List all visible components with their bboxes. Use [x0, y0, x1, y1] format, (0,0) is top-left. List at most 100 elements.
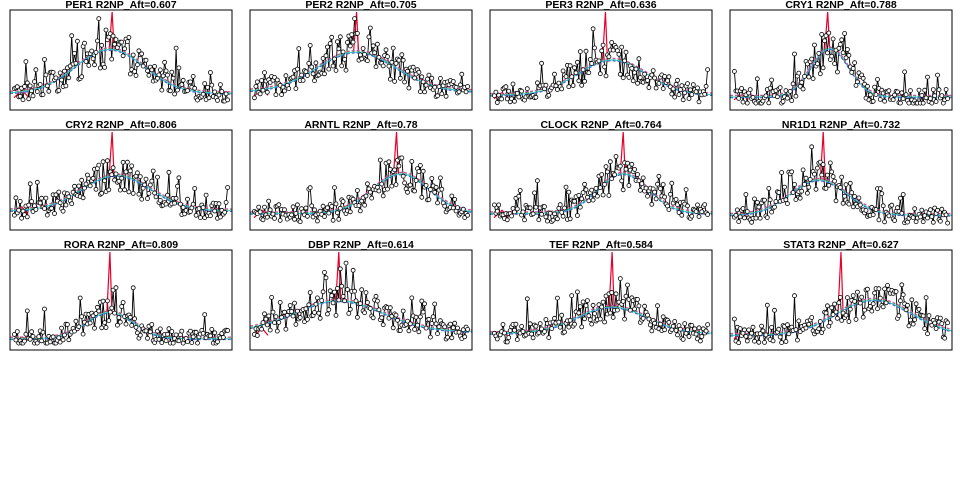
data-point — [620, 298, 626, 304]
data-point — [380, 322, 386, 328]
data-point — [203, 192, 209, 198]
data-point — [140, 63, 146, 69]
data-point — [925, 74, 930, 80]
data-point — [849, 70, 855, 75]
highlight-trace — [352, 11, 360, 53]
data-point — [504, 217, 510, 223]
data-point — [793, 197, 799, 203]
data-point — [840, 50, 846, 56]
data-point — [102, 320, 107, 326]
data-point — [510, 81, 516, 87]
data-point — [336, 216, 342, 222]
data-point — [445, 334, 450, 340]
data-point — [823, 185, 829, 191]
data-point — [129, 163, 135, 169]
data-point — [779, 340, 784, 346]
data-point — [922, 326, 928, 332]
data-point — [366, 34, 372, 40]
data-point — [673, 196, 679, 202]
data-point — [943, 212, 949, 218]
plot-area — [730, 251, 952, 346]
data-point — [857, 202, 863, 208]
data-point — [393, 182, 399, 188]
data-point — [829, 305, 835, 311]
panel-frame — [249, 129, 473, 231]
data-point — [96, 16, 102, 22]
data-point — [416, 169, 422, 174]
data-point — [799, 188, 805, 194]
data-point — [845, 47, 850, 52]
data-point — [833, 309, 839, 315]
data-point — [360, 46, 366, 51]
data-point — [59, 325, 64, 331]
data-point — [895, 89, 900, 95]
data-point — [796, 70, 802, 76]
data-point — [680, 336, 686, 342]
data-point — [405, 318, 410, 324]
data-point — [207, 333, 213, 339]
data-point — [176, 175, 182, 181]
data-point — [342, 298, 348, 304]
data-point — [79, 177, 85, 183]
data-point — [306, 61, 312, 66]
data-point — [769, 209, 774, 215]
data-point — [42, 206, 47, 211]
data-point — [892, 218, 897, 223]
data-point — [928, 207, 933, 213]
data-point — [676, 210, 682, 215]
data-point — [815, 61, 820, 67]
data-point — [120, 300, 126, 305]
panel-title: DBP R2NP_Aft=0.614 — [308, 239, 414, 251]
data-point — [362, 202, 368, 208]
data-point — [777, 85, 783, 90]
data-point — [453, 84, 459, 90]
data-point — [816, 51, 822, 56]
data-point — [344, 287, 350, 292]
data-point — [754, 199, 760, 205]
data-point — [413, 314, 419, 320]
data-point — [264, 214, 270, 220]
data-point — [776, 326, 782, 332]
data-point — [933, 99, 939, 104]
data-point — [163, 338, 169, 344]
data-point — [406, 85, 412, 91]
data-point — [320, 203, 326, 209]
data-point — [640, 175, 646, 181]
data-point — [867, 303, 873, 309]
data-point — [109, 172, 115, 178]
data-point — [354, 188, 360, 193]
data-point — [289, 212, 295, 218]
data-point — [439, 186, 445, 192]
data-point — [279, 92, 285, 97]
data-point — [347, 43, 353, 49]
data-point — [426, 197, 432, 203]
data-point — [313, 60, 319, 66]
data-point — [304, 316, 310, 322]
data-point — [688, 87, 693, 93]
data-point — [432, 189, 438, 195]
data-point — [809, 315, 815, 320]
data-point — [296, 46, 302, 51]
data-point — [807, 176, 813, 182]
data-point — [847, 306, 853, 312]
data-point — [429, 321, 435, 326]
data-point — [429, 176, 435, 181]
data-point — [312, 310, 317, 315]
data-point — [103, 27, 109, 33]
data-point — [805, 190, 810, 196]
data-point — [193, 329, 199, 335]
data-point — [385, 54, 390, 59]
data-point — [334, 285, 340, 291]
data-point — [160, 73, 166, 79]
data-point — [800, 167, 806, 173]
data-point — [625, 160, 630, 166]
data-point — [627, 307, 633, 313]
data-point — [332, 289, 337, 295]
data-point — [555, 216, 560, 222]
data-point — [393, 312, 399, 318]
data-point — [870, 301, 876, 307]
data-point — [95, 38, 100, 44]
data-point — [423, 325, 429, 331]
data-point — [512, 209, 517, 215]
data-point — [216, 92, 222, 98]
